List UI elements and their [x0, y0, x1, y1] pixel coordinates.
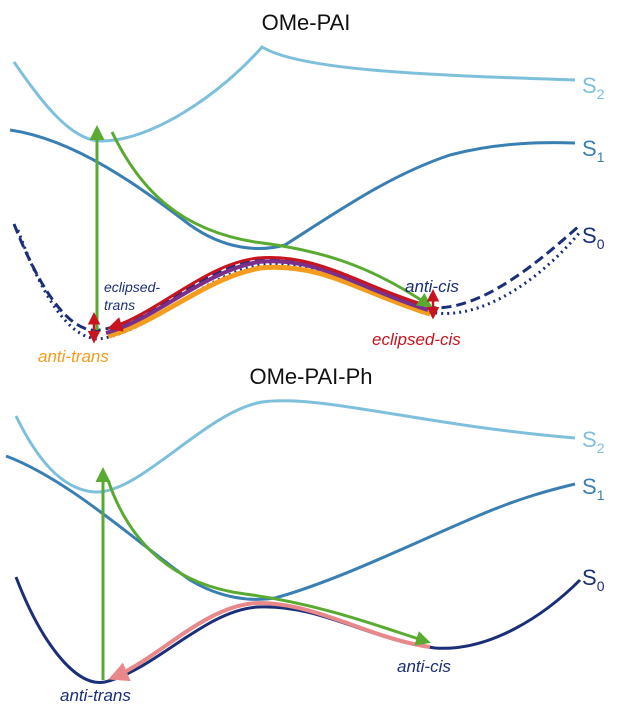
s1-curve — [9, 128, 576, 250]
s1-label: S1 — [582, 136, 605, 165]
s0-label: S0 — [582, 223, 605, 252]
s1-curve — [5, 454, 576, 601]
anti-cis-label: anti-cis — [405, 277, 459, 296]
relaxation-arrow — [106, 479, 431, 646]
anti-trans-label: anti-trans — [60, 686, 131, 705]
anti-cis-label: anti-cis — [397, 657, 451, 676]
relaxation-arrow — [110, 131, 433, 308]
path-orange — [107, 264, 431, 339]
s1-label: S1 — [582, 474, 605, 503]
panel-title: OMe-PAI — [262, 10, 351, 35]
eclipsed-trans-label-line2: trans — [104, 297, 135, 313]
s2-label: S2 — [582, 427, 605, 456]
path-pink — [108, 600, 431, 682]
s0-curve-dashed — [12, 223, 582, 332]
panel-title: OMe-PAI-Ph — [249, 364, 372, 389]
s0-curve — [14, 576, 582, 684]
s0-curve-dotted — [16, 229, 582, 341]
eclipsed-trans-label-line1: eclipsed- — [104, 279, 160, 295]
s2-label: S2 — [582, 73, 605, 102]
panel-ome-pai-ph: OMe-PAI-Ph S2 S1 S0 anti-trans anti-cis — [5, 364, 605, 705]
s0-label: S0 — [582, 565, 605, 594]
s2-curve — [14, 399, 576, 494]
eclipsed-cis-label: eclipsed-cis — [372, 330, 461, 349]
path-red — [107, 255, 429, 332]
anti-trans-label: anti-trans — [38, 347, 109, 366]
s2-curve — [12, 45, 576, 143]
panel-ome-pai: OMe-PAI S2 S1 S0 eclipsed- trans anti-tr… — [9, 10, 605, 366]
path-purple — [105, 259, 429, 335]
